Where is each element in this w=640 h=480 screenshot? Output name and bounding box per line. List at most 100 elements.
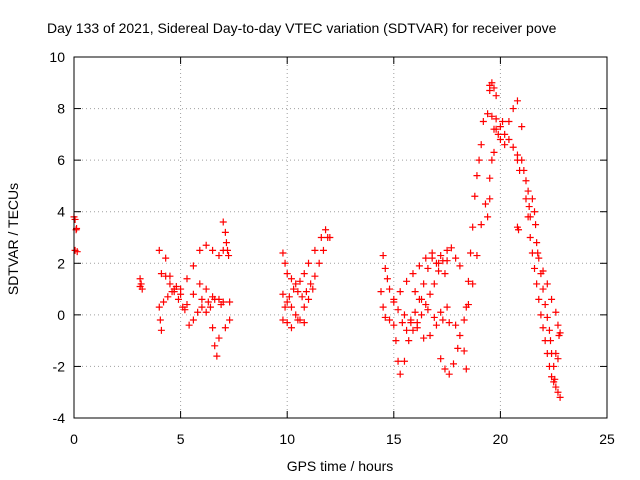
data-point xyxy=(177,285,185,293)
data-point xyxy=(505,117,513,125)
data-point xyxy=(439,257,447,265)
data-point xyxy=(209,246,217,254)
data-point xyxy=(524,187,532,195)
axis-ticks: 0 5 10 15 20 25 -4 -2 0 2 4 6 8 10 xyxy=(49,49,615,447)
data-point xyxy=(206,303,214,311)
data-point xyxy=(552,383,560,391)
data-point xyxy=(535,295,543,303)
data-point xyxy=(509,105,517,113)
data-point xyxy=(198,303,206,311)
data-point xyxy=(435,259,443,267)
data-point xyxy=(305,259,313,267)
data-point xyxy=(294,316,302,324)
data-point xyxy=(305,295,313,303)
data-point xyxy=(194,308,202,316)
data-point xyxy=(518,123,526,131)
data-point xyxy=(221,228,229,236)
x-tick-label: 25 xyxy=(599,431,615,447)
data-point xyxy=(464,301,472,309)
data-point xyxy=(281,303,289,311)
data-point xyxy=(396,370,404,378)
data-point xyxy=(225,252,233,260)
data-point xyxy=(490,148,498,156)
data-point xyxy=(541,337,549,345)
data-point xyxy=(390,321,398,329)
x-tick-label: 5 xyxy=(177,431,185,447)
y-tick-label: 8 xyxy=(57,101,65,117)
data-point xyxy=(475,156,483,164)
data-point xyxy=(520,166,528,174)
data-point xyxy=(505,136,513,144)
data-point xyxy=(155,246,163,254)
data-point xyxy=(315,259,323,267)
data-point xyxy=(283,270,291,278)
data-point xyxy=(136,275,144,283)
data-point xyxy=(449,360,457,368)
data-point xyxy=(513,97,521,105)
data-point xyxy=(403,326,411,334)
data-point xyxy=(541,301,549,309)
data-point xyxy=(447,244,455,252)
data-point xyxy=(441,270,449,278)
data-point xyxy=(432,321,440,329)
data-point xyxy=(400,357,408,365)
data-point xyxy=(492,92,500,100)
data-point xyxy=(488,112,496,120)
data-point xyxy=(533,280,541,288)
data-point xyxy=(552,308,560,316)
data-point xyxy=(554,321,562,329)
data-point xyxy=(226,316,234,324)
data-point xyxy=(550,378,558,386)
data-point xyxy=(398,319,406,327)
y-tick-label: 4 xyxy=(57,204,65,220)
data-point xyxy=(477,141,485,149)
data-point xyxy=(479,117,487,125)
data-point xyxy=(311,246,319,254)
data-point xyxy=(377,288,385,296)
data-point xyxy=(420,334,428,342)
data-point xyxy=(528,195,536,203)
data-point xyxy=(379,303,387,311)
data-point xyxy=(422,301,430,309)
data-point xyxy=(437,308,445,316)
data-point xyxy=(501,130,509,138)
data-point xyxy=(281,259,289,267)
data-point xyxy=(189,262,197,270)
y-tick-label: 2 xyxy=(57,255,65,271)
y-tick-label: 10 xyxy=(49,49,65,65)
data-point xyxy=(528,249,536,257)
data-point xyxy=(418,311,426,319)
data-point xyxy=(554,355,562,363)
data-point xyxy=(411,308,419,316)
data-point xyxy=(379,252,387,260)
data-point xyxy=(300,270,308,278)
x-tick-label: 0 xyxy=(70,431,78,447)
data-point xyxy=(71,215,79,223)
data-point xyxy=(209,324,217,332)
y-tick-label: 6 xyxy=(57,152,65,168)
y-tick-label: -2 xyxy=(53,358,66,374)
data-point xyxy=(420,280,428,288)
data-point xyxy=(396,288,404,296)
data-point xyxy=(484,213,492,221)
data-point xyxy=(409,326,417,334)
data-point xyxy=(198,295,206,303)
data-point xyxy=(196,280,204,288)
data-point xyxy=(469,280,477,288)
data-point xyxy=(486,174,494,182)
data-point xyxy=(287,275,295,283)
data-point xyxy=(548,295,556,303)
data-point xyxy=(400,311,408,319)
data-point xyxy=(279,249,287,257)
data-point xyxy=(443,303,451,311)
data-point xyxy=(499,117,507,125)
data-point xyxy=(488,156,496,164)
data-points xyxy=(70,79,564,401)
data-point xyxy=(383,275,391,283)
data-point xyxy=(136,282,144,290)
data-point xyxy=(435,267,443,275)
data-point xyxy=(202,285,210,293)
data-point xyxy=(437,355,445,363)
data-point xyxy=(501,141,509,149)
data-point xyxy=(481,200,489,208)
